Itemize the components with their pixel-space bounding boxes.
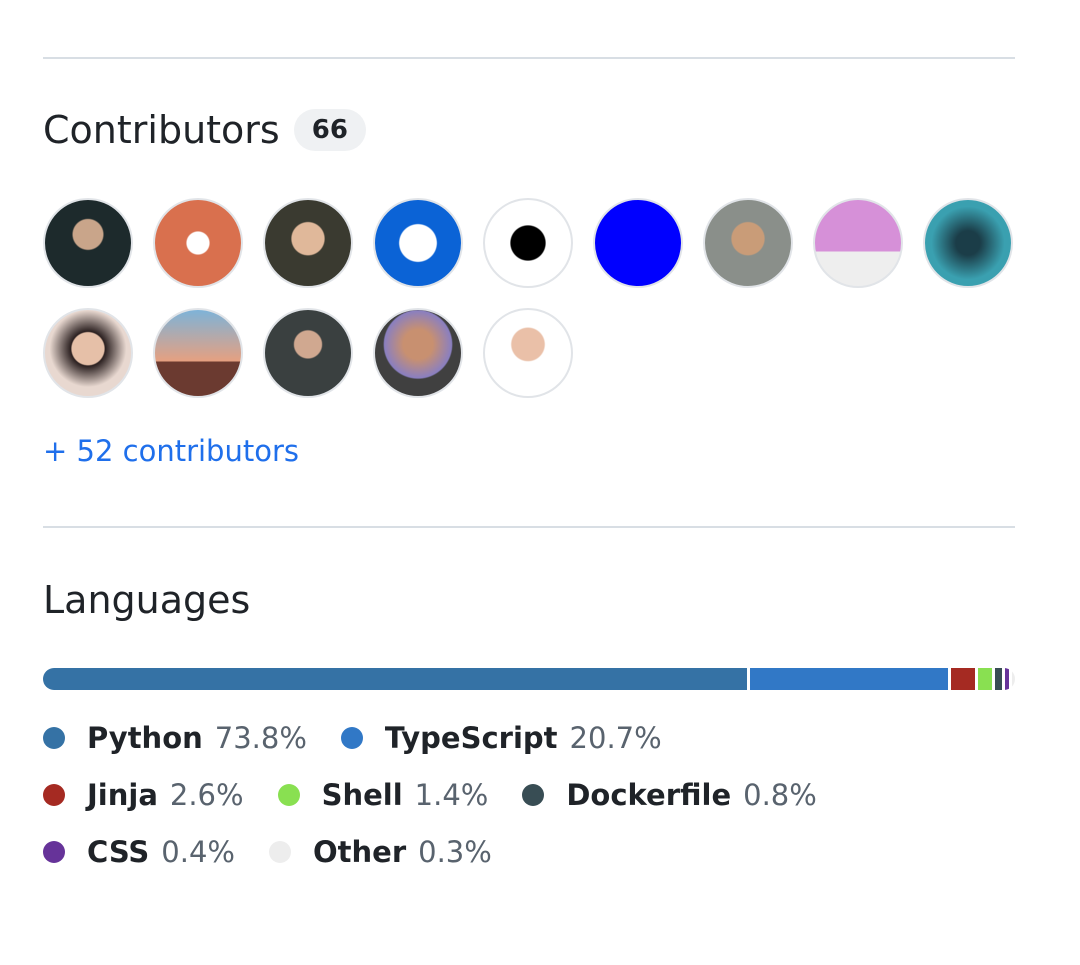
languages-header: Languages <box>43 578 1015 622</box>
language-dot <box>522 784 545 806</box>
more-contributors-link[interactable]: + 52 contributors <box>43 434 299 468</box>
avatar[interactable] <box>153 308 243 398</box>
language-item[interactable]: CSS 0.4% <box>43 830 235 874</box>
avatar[interactable] <box>703 198 793 288</box>
contributors-title[interactable]: Contributors <box>43 108 280 152</box>
avatar[interactable] <box>263 308 353 398</box>
language-item[interactable]: Jinja 2.6% <box>43 773 244 817</box>
language-dot <box>277 784 300 806</box>
avatar[interactable] <box>373 198 463 288</box>
avatar[interactable] <box>483 198 573 288</box>
language-item[interactable]: Shell 1.4% <box>277 773 489 817</box>
language-dot <box>340 727 363 749</box>
language-name: Jinja <box>87 778 158 812</box>
language-percent: 73.8% <box>214 721 307 755</box>
language-item[interactable]: Python 73.8% <box>43 716 307 760</box>
language-segment <box>978 668 992 690</box>
language-percent: 1.4% <box>414 778 489 812</box>
avatar[interactable] <box>43 308 133 398</box>
contributors-header: Contributors 66 <box>43 108 1015 152</box>
avatar[interactable] <box>263 198 353 288</box>
language-name: TypeScript <box>384 721 558 755</box>
language-segment <box>43 668 748 690</box>
contributors-heading[interactable]: Contributors 66 <box>43 108 1015 152</box>
languages-title: Languages <box>43 578 251 622</box>
language-name: Shell <box>321 778 403 812</box>
language-segment <box>1005 668 1010 690</box>
language-segment <box>950 668 976 690</box>
avatar-list <box>43 198 1015 398</box>
language-name: CSS <box>87 835 150 869</box>
language-dot <box>43 727 65 749</box>
avatar[interactable] <box>593 198 683 288</box>
language-name: Python <box>87 721 203 755</box>
avatar[interactable] <box>373 308 463 398</box>
language-dot <box>268 841 291 863</box>
language-segment <box>1012 668 1015 690</box>
language-bar <box>43 668 1015 690</box>
language-percent: 0.3% <box>418 835 492 869</box>
language-percent: 0.8% <box>743 778 817 812</box>
avatar[interactable] <box>813 198 903 288</box>
language-legend: Python 73.8% TypeScript 20.7% Jinja 2.6% Shell… <box>43 716 923 874</box>
language-segment <box>994 668 1003 690</box>
avatar[interactable] <box>43 198 133 288</box>
language-item[interactable]: Dockerfile 0.8% <box>522 773 817 817</box>
language-item[interactable]: TypeScript 20.7% <box>340 716 662 760</box>
language-percent: 20.7% <box>569 721 662 755</box>
avatar[interactable] <box>923 198 1013 288</box>
language-name: Dockerfile <box>566 778 732 812</box>
language-dot <box>43 841 65 863</box>
divider <box>43 526 1015 528</box>
contributors-count: 66 <box>293 109 366 151</box>
language-item[interactable]: Other 0.3% <box>268 830 492 874</box>
language-percent: 2.6% <box>169 778 244 812</box>
language-segment <box>750 668 948 690</box>
language-dot <box>43 784 65 806</box>
avatar[interactable] <box>153 198 243 288</box>
divider <box>43 57 1015 59</box>
language-percent: 0.4% <box>161 835 235 869</box>
language-name: Other <box>312 835 407 869</box>
avatar[interactable] <box>483 308 573 398</box>
